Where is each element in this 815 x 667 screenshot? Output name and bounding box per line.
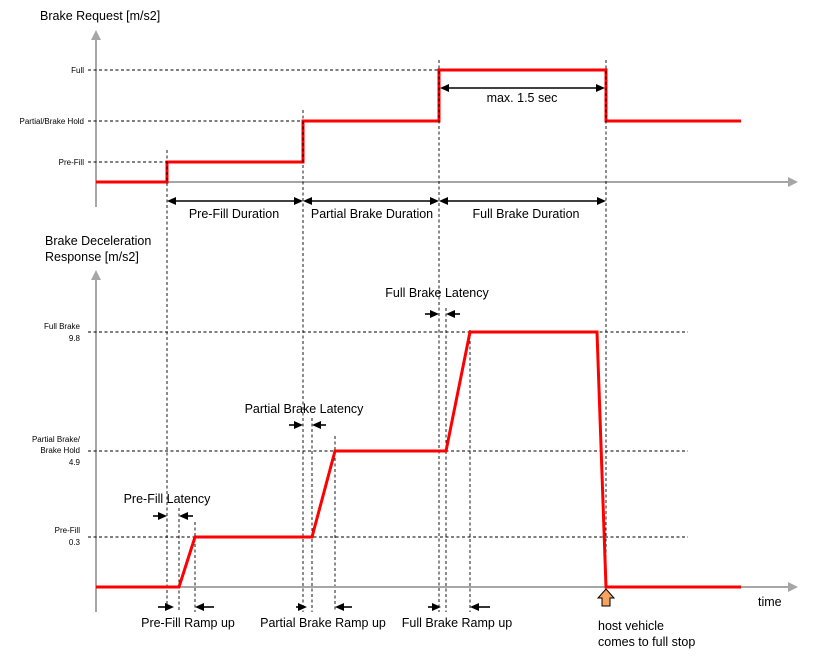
bottom-level-full-label: Full Brake bbox=[44, 322, 81, 331]
bottom-level-prefill-value: 0.3 bbox=[69, 538, 81, 547]
bottom-level-prefill-label: Pre-Fill bbox=[55, 526, 81, 535]
top-level-partial-label: Partial/Brake Hold bbox=[20, 117, 84, 126]
time-axis-label: time bbox=[758, 595, 782, 609]
full-latency-label: Full Brake Latency bbox=[385, 286, 489, 300]
prefill-latency-label: Pre-Fill Latency bbox=[124, 492, 212, 506]
partial-latency-label: Partial Brake Latency bbox=[245, 402, 365, 416]
bottom-chart: Brake Deceleration Response [m/s2] time … bbox=[32, 234, 798, 649]
prefill-ramp-label: Pre-Fill Ramp up bbox=[141, 616, 235, 630]
bottom-level-partial-value: 4.9 bbox=[69, 458, 81, 467]
max-duration-label: max. 1.5 sec bbox=[487, 91, 558, 105]
full-ramp-arrows bbox=[428, 603, 490, 611]
partial-duration-label: Partial Brake Duration bbox=[311, 207, 433, 221]
top-level-full-label: Full bbox=[71, 66, 84, 75]
full-ramp-label: Full Brake Ramp up bbox=[402, 616, 513, 630]
bottom-y-axis-title-line1: Brake Deceleration bbox=[45, 234, 151, 248]
partial-ramp-arrows bbox=[296, 603, 352, 611]
brake-deceleration-signal bbox=[96, 330, 741, 589]
vertical-guides bbox=[166, 60, 607, 612]
brake-request-signal bbox=[96, 68, 741, 184]
bottom-y-axis-title-line2: Response [m/s2] bbox=[45, 250, 139, 264]
bottom-level-partial-label1: Partial Brake/ bbox=[32, 435, 81, 444]
prefill-latency-arrows bbox=[153, 512, 193, 520]
bottom-y-axis-arrow bbox=[91, 270, 101, 280]
full-duration-label: Full Brake Duration bbox=[473, 207, 580, 221]
top-chart: Brake Request [m/s2] Full Partial/Brake … bbox=[20, 9, 798, 221]
partial-ramp-label: Partial Brake Ramp up bbox=[260, 616, 386, 630]
top-level-prefill-label: Pre-Fill bbox=[59, 158, 85, 167]
full-latency-arrows bbox=[425, 310, 460, 318]
partial-latency-arrows bbox=[289, 421, 326, 429]
bottom-x-axis-arrow bbox=[788, 582, 798, 592]
prefill-ramp-arrows bbox=[158, 603, 214, 611]
bottom-level-full-value: 9.8 bbox=[69, 334, 81, 343]
prefill-duration-label: Pre-Fill Duration bbox=[189, 207, 279, 221]
bottom-level-partial-label2: Brake Hold bbox=[40, 446, 80, 455]
stop-note-line2: comes to full stop bbox=[598, 635, 695, 649]
top-y-axis-title: Brake Request [m/s2] bbox=[40, 9, 160, 23]
full-stop-up-arrow-icon bbox=[596, 588, 616, 607]
stop-note-line1: host vehicle bbox=[598, 619, 664, 633]
top-x-axis-arrow bbox=[788, 177, 798, 187]
top-y-axis-arrow bbox=[91, 30, 101, 40]
